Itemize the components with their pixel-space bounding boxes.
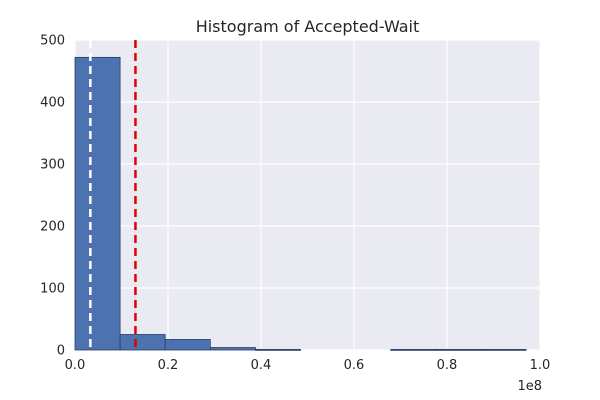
histogram-bar: [480, 348, 527, 351]
histogram-bar: [164, 339, 211, 351]
x-tick-label: 0.2: [158, 358, 179, 373]
y-tick-label: 400: [40, 96, 65, 111]
x-tick-label: 0.8: [437, 358, 458, 373]
x-tick-label: 0.4: [251, 358, 272, 373]
x-tick-label: 0.6: [344, 358, 365, 373]
y-tick-label: 0: [57, 344, 65, 359]
x-tick-label: 1.0: [530, 358, 551, 373]
plot-area: [75, 40, 540, 350]
x-tick-labels: 0.0 0.2 0.4 0.6 0.8 1.0: [65, 358, 551, 373]
histogram-bar: [255, 348, 301, 351]
y-tick-label: 500: [40, 34, 65, 49]
chart-title: Histogram of Accepted-Wait: [196, 17, 420, 36]
x-axis-scale-label: 1e8: [517, 379, 542, 394]
y-tick-label: 300: [40, 158, 65, 173]
histogram-bars: [74, 56, 527, 351]
histogram-bar: [435, 348, 482, 351]
histogram-bar: [119, 334, 166, 351]
y-tick-labels: 0 100 200 300 400 500: [40, 34, 65, 359]
histogram-bar: [209, 347, 256, 351]
y-tick-label: 200: [40, 220, 65, 235]
y-tick-label: 100: [40, 282, 65, 297]
histogram-bar: [390, 348, 437, 351]
histogram-bar: [74, 56, 121, 351]
x-tick-label: 0.0: [65, 358, 86, 373]
